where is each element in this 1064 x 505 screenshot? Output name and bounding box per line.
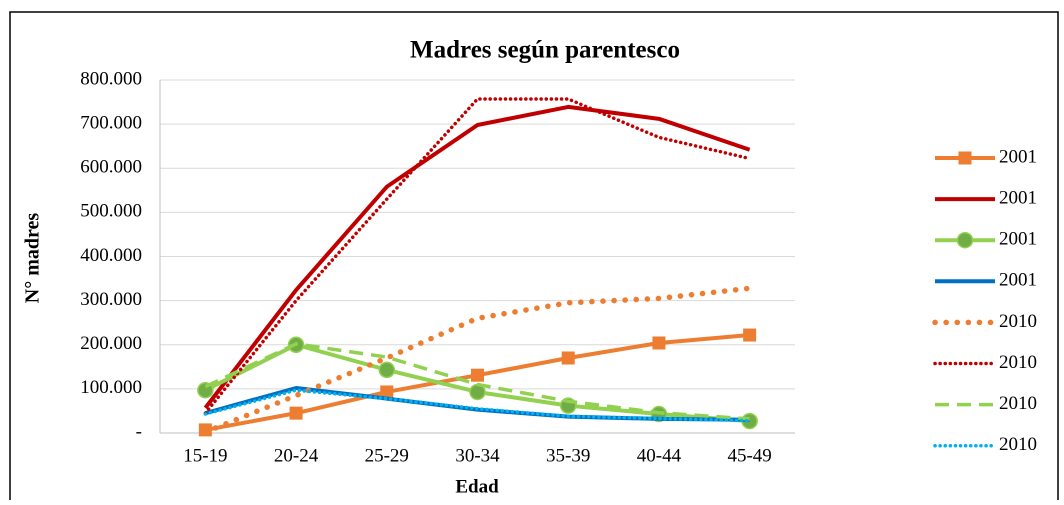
series-line	[203, 97, 752, 415]
legend-label: 2001	[999, 229, 1037, 250]
marker	[956, 231, 974, 249]
y-tick-label: 700.000	[80, 112, 142, 133]
legend-label: 2010	[999, 311, 1037, 332]
x-axis-label: Edad	[455, 476, 499, 497]
marker	[378, 361, 396, 379]
x-tick-label: 15-19	[183, 445, 227, 466]
y-tick-label: -	[136, 421, 142, 442]
x-tick-label: 20-24	[274, 445, 319, 466]
legend-label: 2010	[999, 393, 1037, 414]
marker	[743, 328, 757, 342]
y-tick-label: 200.000	[80, 333, 142, 354]
series-line	[202, 285, 753, 435]
legend-label: 2001	[999, 187, 1037, 208]
x-tick-label: 40-44	[637, 445, 682, 466]
x-tick-label: 30-34	[455, 445, 500, 466]
y-tick-label: 600.000	[80, 157, 142, 178]
legend-label: 2010	[999, 434, 1037, 455]
legend-label: 2010	[999, 352, 1037, 373]
legend-label: 2001	[999, 270, 1037, 291]
y-tick-label: 100.000	[80, 377, 142, 398]
chart-frame	[9, 11, 1059, 505]
y-tick-label: 300.000	[80, 289, 142, 310]
marker	[958, 151, 972, 165]
y-axis-label: N° madres	[22, 213, 44, 304]
marker	[471, 368, 484, 382]
series-line	[203, 104, 751, 410]
marker	[380, 385, 394, 399]
marker	[652, 336, 666, 350]
x-tick-label: 35-39	[546, 445, 590, 466]
y-tick-label: 400.000	[80, 245, 142, 266]
series-line	[204, 342, 750, 421]
x-tick-label: 45-49	[727, 445, 771, 466]
y-tick-label: 500.000	[80, 201, 142, 222]
marker	[289, 406, 303, 420]
x-tick-label: 25-29	[365, 445, 409, 466]
series-line	[203, 388, 752, 423]
marker	[561, 351, 575, 365]
chart-title: Madres según parentesco	[410, 37, 680, 64]
legend-label: 2001	[999, 146, 1037, 167]
y-tick-label: 800.000	[80, 68, 142, 89]
